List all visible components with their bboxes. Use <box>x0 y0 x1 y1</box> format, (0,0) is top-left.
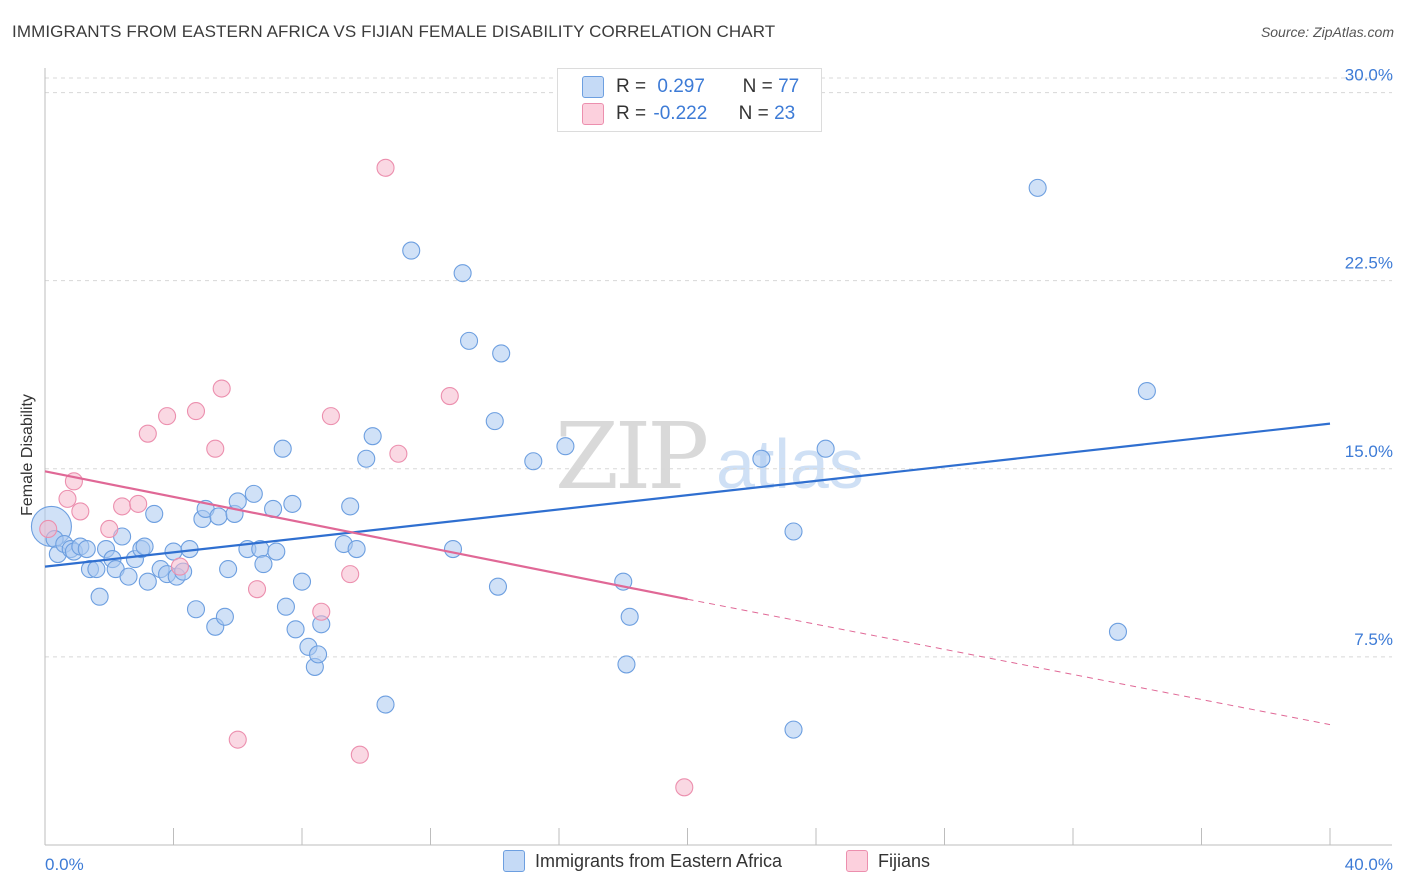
eastern-africa-point <box>119 567 138 586</box>
eastern-africa-point <box>784 522 803 541</box>
fijian-point <box>675 778 694 797</box>
legend-n-label: N = <box>742 76 773 97</box>
legend-swatch-pink <box>582 103 604 125</box>
legend-n-value: 23 <box>774 103 796 124</box>
fijian-point <box>312 602 331 621</box>
eastern-africa-point <box>77 539 96 559</box>
legend-label-eastern-africa: Immigrants from Eastern Africa <box>535 850 783 871</box>
legend-n-label: N = <box>738 103 769 124</box>
eastern-africa-point <box>254 555 273 574</box>
fijian-point <box>138 424 157 443</box>
correlation-legend: R = 0.297 N = 77 R = -0.222 N = 23 <box>557 68 822 132</box>
fijian-point <box>186 402 206 421</box>
eastern-africa-point <box>341 497 360 516</box>
fijian-point <box>58 489 77 508</box>
eastern-africa-point <box>309 645 328 664</box>
eastern-africa-point <box>347 539 366 559</box>
legend-r-label: R = <box>616 103 647 124</box>
bottom-legend-eastern-africa: Immigrants from Eastern Africa <box>503 850 782 872</box>
x-tick-label-min: 0.0% <box>45 855 84 874</box>
eastern-africa-point <box>1137 381 1156 401</box>
legend-swatch-blue <box>582 76 604 98</box>
eastern-africa-point <box>186 600 206 619</box>
eastern-africa-point <box>276 597 295 616</box>
legend-r-label: R = <box>616 76 647 97</box>
eastern-africa-point <box>215 607 234 626</box>
x-tick-label-max: 40.0% <box>1345 855 1393 874</box>
eastern-africa-point <box>219 560 238 579</box>
eastern-africa-point <box>228 492 247 511</box>
y-tick-label: 22.5% <box>1345 254 1393 273</box>
eastern-africa-point <box>617 655 636 674</box>
fijian-point <box>39 519 58 539</box>
eastern-africa-point <box>443 539 463 559</box>
fijian-point <box>170 557 189 576</box>
legend-r-value: -0.222 <box>653 103 708 124</box>
fijian-point <box>350 745 369 764</box>
eastern-africa-point <box>138 572 157 591</box>
eastern-africa-point <box>145 504 164 523</box>
eastern-africa-point <box>453 264 472 283</box>
y-tick-label: 30.0% <box>1345 66 1393 85</box>
bottom-legend-fijians: Fijians <box>846 850 930 872</box>
eastern-africa-point <box>286 620 305 639</box>
legend-swatch-blue <box>503 850 525 872</box>
fijian-point <box>129 494 148 513</box>
chart-title: IMMIGRANTS FROM EASTERN AFRICA VS FIJIAN… <box>12 22 776 41</box>
eastern-africa-point <box>135 537 154 556</box>
eastern-africa-point <box>492 344 511 363</box>
eastern-africa-point <box>752 449 771 468</box>
fijian-point <box>206 439 225 458</box>
fijian-point <box>228 730 247 749</box>
fijian-point <box>100 519 119 539</box>
eastern-africa-point <box>556 437 575 456</box>
eastern-africa-point <box>267 542 286 561</box>
fijian-point <box>440 387 459 406</box>
eastern-africa-point <box>620 607 639 626</box>
legend-n-value: 77 <box>778 76 800 97</box>
eastern-africa-point <box>273 439 292 458</box>
eastern-africa-point <box>283 494 302 513</box>
eastern-africa-point <box>376 695 395 714</box>
fijian-point <box>376 158 395 177</box>
fijian-trendline-extension <box>687 598 1331 726</box>
fijian-point <box>71 502 90 521</box>
eastern-africa-point <box>488 577 508 596</box>
fijian-trendline <box>44 470 688 601</box>
eastern-africa-point <box>244 484 263 503</box>
fijian-point <box>247 580 267 599</box>
eastern-africa-point <box>1028 178 1047 197</box>
y-tick-label: 7.5% <box>1354 630 1393 649</box>
eastern-africa-point <box>357 449 376 468</box>
fijian-point <box>212 379 231 398</box>
eastern-africa-trendline <box>44 422 1331 568</box>
eastern-africa-point <box>1108 622 1128 641</box>
source-label: Source: ZipAtlas.com <box>1260 24 1394 40</box>
fijian-point <box>113 497 132 516</box>
eastern-africa-point <box>402 241 421 260</box>
eastern-africa-point <box>459 331 479 350</box>
eastern-africa-point <box>485 412 504 431</box>
eastern-africa-point <box>87 560 106 579</box>
eastern-africa-point <box>816 439 835 458</box>
fijian-point <box>389 444 408 463</box>
watermark-zip: ZIP <box>555 403 706 510</box>
legend-label-fijians: Fijians <box>878 850 931 871</box>
eastern-africa-point <box>524 452 543 471</box>
y-tick-label: 15.0% <box>1345 442 1393 461</box>
fijian-point <box>341 565 360 584</box>
legend-swatch-pink <box>846 850 868 872</box>
watermark-atlas: atlas <box>716 425 864 503</box>
eastern-africa-point <box>209 507 228 526</box>
eastern-africa-point <box>784 720 803 739</box>
legend-r-value: 0.297 <box>657 76 705 97</box>
eastern-africa-point <box>363 427 382 446</box>
fijian-point <box>158 407 177 426</box>
eastern-africa-point <box>90 587 109 606</box>
eastern-africa-point <box>292 572 312 591</box>
fijian-point <box>321 407 340 426</box>
